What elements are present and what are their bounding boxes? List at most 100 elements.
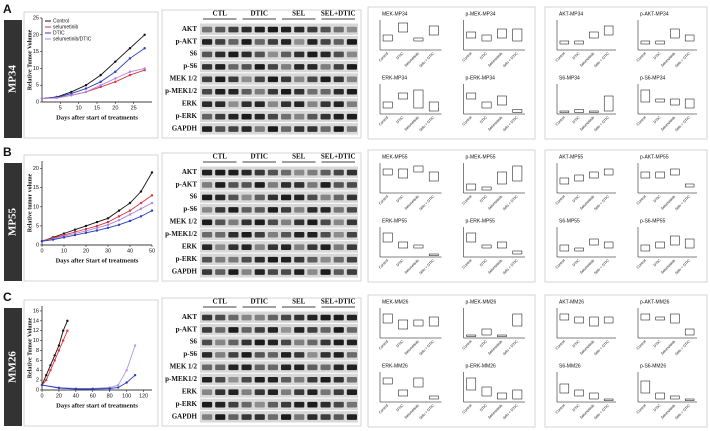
box-title: ERK-MP55 [382, 218, 407, 224]
blot-band [241, 339, 252, 346]
box-category-label: Selu + DTIC [593, 51, 610, 68]
blot-band [241, 39, 252, 45]
box [603, 241, 614, 249]
box [466, 232, 477, 243]
blot-band [333, 64, 344, 70]
chart-frame [23, 154, 159, 282]
box [640, 89, 651, 103]
series-point [84, 227, 88, 231]
blot-band [228, 219, 239, 226]
box [413, 377, 424, 388]
box-category-label: Selu + DTIC [674, 194, 691, 211]
protein-label: S6 [190, 50, 198, 58]
blot-band [228, 207, 239, 213]
blot-band [320, 352, 331, 358]
blot-band [267, 101, 278, 107]
blot-band [294, 126, 305, 132]
box-category-label: DTIC [572, 258, 581, 267]
blot-band [215, 26, 226, 33]
blot-band [267, 126, 278, 132]
box [640, 171, 651, 179]
series-point [84, 231, 88, 234]
blot-band [254, 376, 265, 383]
box-category-label: Control [378, 258, 389, 269]
box-category-label: DTIC [396, 115, 405, 124]
blot-band [307, 327, 318, 333]
protein-label: MEK 1/2 [170, 363, 198, 371]
x-tick-label: 20 [56, 393, 62, 399]
blot-band [307, 219, 318, 226]
series-point [150, 201, 154, 205]
box [497, 241, 507, 249]
blot-band [333, 169, 344, 176]
blot-band [281, 113, 292, 120]
blot-band [294, 389, 305, 395]
blot-band [281, 244, 292, 250]
blot-band [228, 113, 239, 120]
blot-band [307, 126, 318, 132]
blot-band [281, 182, 292, 188]
y-tick-label: 4 [36, 368, 39, 374]
chart-frame [23, 11, 159, 139]
series-point [117, 223, 121, 226]
box [413, 319, 424, 327]
blot-band [346, 76, 357, 83]
blot-band [254, 26, 265, 33]
x-tick-label: 30 [105, 248, 111, 254]
series-point [133, 373, 137, 377]
y-axis-label: Relative Tumor Volume [27, 29, 33, 90]
series-point [143, 33, 146, 36]
box [512, 165, 523, 182]
blot-band [202, 269, 213, 275]
box [670, 28, 680, 39]
box [589, 171, 599, 179]
blot-band [215, 88, 226, 95]
blot-band [333, 401, 344, 408]
blot-band [346, 231, 357, 238]
y-axis-label: Relative tumor volume [27, 173, 33, 232]
blot-band [281, 269, 292, 275]
y-tick-label: 20 [33, 166, 39, 172]
box-category-label: DTIC [572, 51, 581, 60]
protein-label: MEK 1/2 [170, 218, 198, 226]
series-point [95, 220, 99, 224]
blot-strip [200, 228, 358, 241]
box [603, 398, 614, 401]
blot-band [228, 339, 239, 346]
blot-band [294, 401, 305, 408]
blot-band [215, 219, 226, 226]
blot-band [267, 414, 278, 420]
box [497, 392, 507, 400]
blot-frame [161, 152, 362, 282]
blot-band [241, 219, 252, 226]
blot-band [307, 364, 318, 371]
box [497, 334, 507, 337]
y-tick-label: 15 [33, 49, 39, 55]
box-panel-frame [367, 6, 536, 140]
blot-band [202, 376, 213, 383]
blot-band [333, 101, 344, 107]
box-category-label: Control [555, 403, 566, 414]
box-title: p-ERK-MP55 [466, 218, 496, 224]
blot-band [294, 88, 305, 95]
series-point [95, 226, 99, 230]
box [481, 328, 492, 336]
model-bar [4, 163, 22, 281]
blot-band [267, 401, 278, 408]
blot-band [281, 101, 292, 107]
box-category-label: Selu + DTIC [418, 194, 435, 211]
blot-band [254, 269, 265, 275]
protein-label: p-ERK [176, 400, 198, 408]
box [684, 398, 695, 401]
y-tick-label: 5 [36, 83, 39, 89]
x-tick-label: 10 [76, 105, 82, 111]
blot-band [215, 126, 226, 132]
box [670, 313, 680, 324]
blot-band [254, 39, 265, 45]
box [398, 389, 408, 397]
series-point [114, 77, 117, 80]
blot-band [215, 231, 226, 238]
blot-band [254, 339, 265, 346]
box [655, 241, 665, 249]
blot-band [333, 207, 344, 213]
